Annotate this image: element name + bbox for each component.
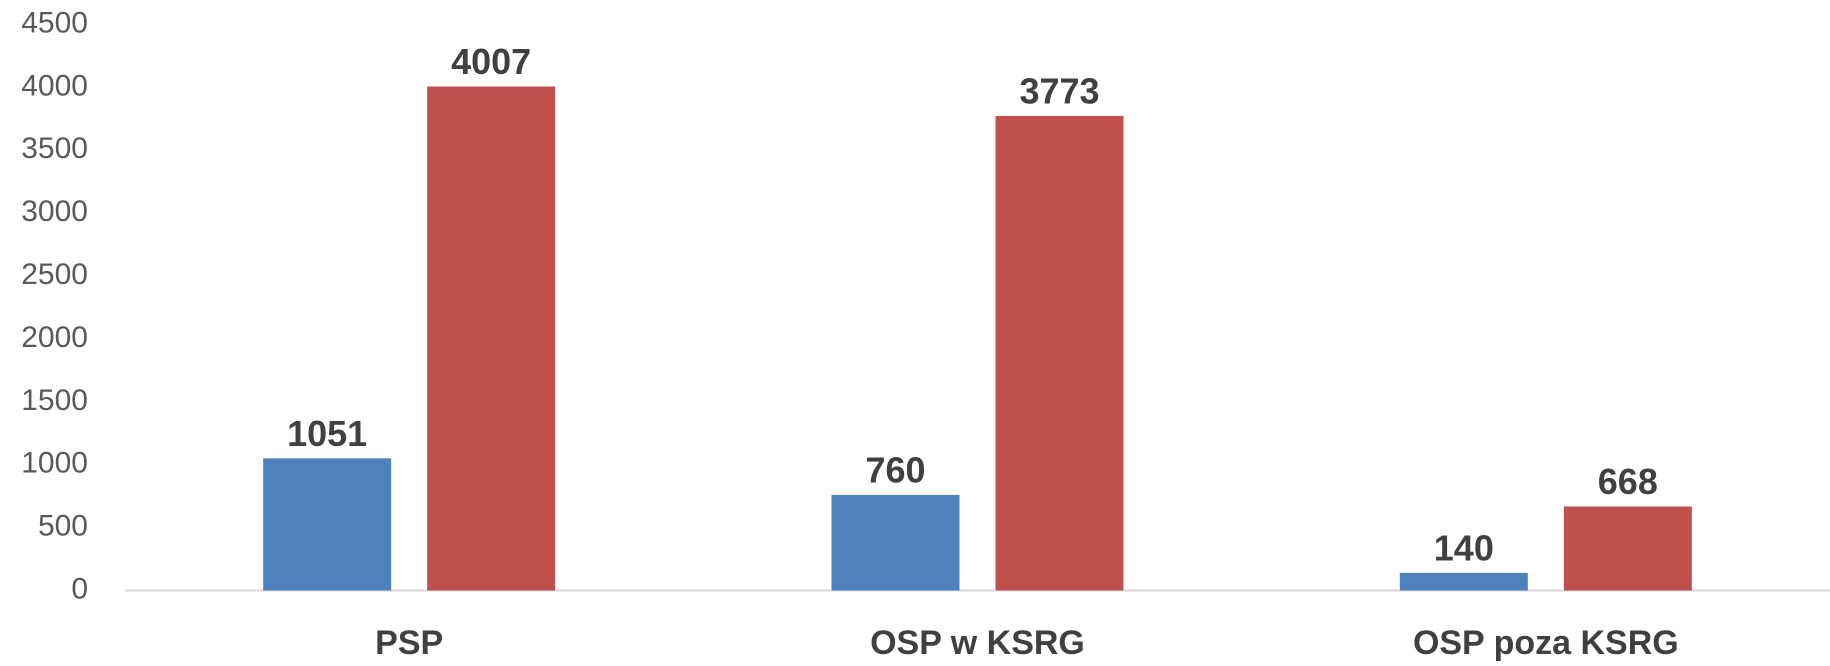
y-tick-label: 1500	[21, 384, 88, 417]
data-label: 140	[1434, 527, 1494, 568]
data-label: 1051	[287, 413, 367, 454]
bar	[1399, 572, 1528, 591]
x-tick-label: OSP w KSRG	[870, 624, 1085, 662]
y-tick-label: 4500	[21, 6, 88, 39]
data-label: 668	[1598, 461, 1658, 502]
bar	[831, 494, 960, 591]
bar	[427, 86, 556, 591]
y-tick-label: 1000	[21, 447, 88, 480]
y-tick-label: 2000	[21, 321, 88, 354]
y-tick-label: 0	[71, 572, 88, 605]
bar	[263, 458, 392, 591]
y-tick-label: 2500	[21, 258, 88, 291]
y-tick-label: 500	[38, 510, 88, 543]
x-tick-label: PSP	[375, 624, 443, 662]
bar	[995, 115, 1124, 591]
bar	[1563, 506, 1692, 591]
y-tick-label: 3000	[21, 195, 88, 228]
y-tick-label: 4000	[21, 69, 88, 102]
x-tick-label: OSP poza KSRG	[1413, 624, 1679, 662]
data-label: 3773	[1019, 70, 1099, 111]
data-label: 4007	[451, 41, 531, 82]
data-label: 760	[865, 449, 925, 490]
y-tick-label: 3500	[21, 132, 88, 165]
